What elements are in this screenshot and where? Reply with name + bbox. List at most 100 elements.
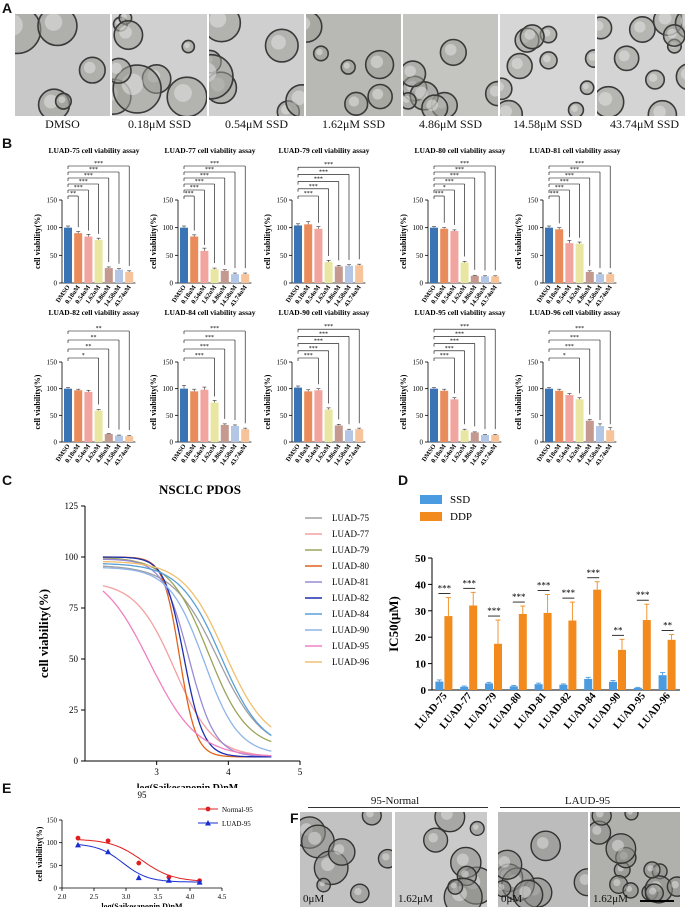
sig-label: ***: [205, 167, 214, 173]
sig-label: **: [663, 621, 673, 631]
sig-label: ***: [487, 606, 501, 616]
data-point: [196, 879, 203, 885]
bar-ddp: [543, 612, 552, 690]
bar: [180, 388, 188, 442]
bar: [64, 388, 72, 442]
sig-label: ***: [200, 173, 209, 179]
data-point: [75, 835, 81, 841]
bar: [440, 228, 449, 283]
sig-label: ***: [79, 179, 88, 185]
y-axis-label: cell viability(%): [35, 826, 44, 881]
organoid-highlight: [598, 92, 613, 106]
chart-title: LUAD-90 cell viability assay: [278, 308, 369, 317]
bar: [220, 270, 229, 283]
legend-label: LUAD-90: [332, 625, 369, 635]
organoid-highlight: [58, 96, 66, 104]
y-axis-label: cell viability(%): [33, 214, 42, 269]
y-axis-label: cell viability(%): [263, 374, 272, 429]
bar-ssd: [534, 684, 543, 690]
bar-ssd: [658, 675, 667, 690]
bar: [585, 271, 594, 283]
bar-ddp: [494, 643, 502, 690]
micrograph-drawing: [597, 14, 685, 116]
sig-label: ***: [575, 326, 584, 332]
bar: [241, 274, 250, 283]
sig-label: *: [82, 353, 85, 359]
sig-label: ***: [555, 185, 564, 191]
sig-label: ***: [560, 179, 569, 185]
sig-label: ***: [185, 191, 194, 197]
bar: [440, 390, 449, 442]
organoid-highlight: [428, 832, 439, 843]
sig-label: ***: [512, 592, 526, 602]
bar: [84, 391, 93, 442]
fit-curve: [77, 844, 200, 883]
bar: [125, 436, 134, 442]
sig-label: ***: [537, 580, 551, 590]
bar-ddp: [469, 605, 478, 690]
bar-ddp: [618, 649, 626, 690]
organoid-highlight: [519, 886, 531, 898]
bar: [575, 399, 584, 442]
bar: [104, 434, 113, 442]
bar: [565, 395, 574, 442]
sig-label: ***: [438, 584, 452, 594]
bar-ssd: [633, 687, 642, 690]
y-tick-label: 100: [163, 224, 174, 232]
y-tick-label: 100: [47, 839, 58, 847]
bar: [64, 227, 72, 283]
sig-label: ***: [570, 335, 579, 341]
y-tick-label: 150: [528, 197, 539, 205]
organoid-highlight: [596, 812, 604, 818]
organoid-highlight: [404, 65, 416, 77]
data-point: [165, 877, 172, 883]
bar: [555, 229, 564, 283]
panel-d-ic50-chart: 01020304050IC50(μM)SSDDDP***LUAD-75***LU…: [386, 494, 680, 731]
legend-label: LUAD-95: [332, 641, 369, 651]
legend-marker: [205, 820, 211, 826]
sig-label: **: [85, 344, 91, 350]
organoid-highlight: [647, 865, 654, 872]
organoid-highlight: [579, 874, 588, 885]
legend-label: LUAD-75: [332, 513, 369, 523]
organoid-highlight: [354, 887, 362, 896]
y-tick-label: 100: [277, 385, 288, 393]
chart-title: 95: [138, 790, 148, 800]
bar-chart-luad79: LUAD-79 cell viability assay 0 50 100 150 cel…: [263, 146, 370, 308]
micrograph-label-3: 0.54μM SSD: [224, 117, 289, 131]
legend-marker: [205, 806, 211, 812]
micrograph-7: [597, 14, 685, 116]
sig-label: ***: [462, 578, 476, 588]
sig-label: ***: [586, 568, 600, 578]
organoid: [306, 14, 323, 43]
legend-label: LUAD-80: [332, 561, 369, 571]
bar-chart-luad90: LUAD-90 cell viability assay 0 50 100 150 cel…: [263, 308, 370, 467]
y-tick-label: 125: [65, 501, 79, 511]
data-point: [135, 874, 142, 881]
y-tick-label: 50: [50, 252, 58, 260]
x-axis-label: log(Saikosaponin D)nM: [137, 783, 239, 788]
organoid-highlight: [582, 83, 589, 90]
chart-title: LUAD-77 cell viability assay: [164, 146, 255, 155]
group-label-laud: LAUD-95: [564, 795, 611, 807]
panel-c-dose-response: NSCLC PDOS 0 25 50 75 100 125 3 4 5 cell viability…: [36, 482, 369, 788]
bar: [190, 236, 199, 283]
legend-label: Normal-95: [222, 806, 253, 814]
organoid-highlight: [415, 86, 428, 100]
y-tick-label: 100: [413, 224, 424, 232]
bar: [470, 432, 479, 442]
sig-label: ***: [74, 185, 83, 191]
organoid-highlight: [83, 61, 96, 74]
bar-ddp: [444, 616, 453, 690]
sig-label: *: [443, 185, 446, 191]
sig-label: ***: [309, 184, 318, 190]
bar-chart-luad80: LUAD-80 cell viability assay 0 50 100 150 cel…: [399, 146, 506, 308]
y-tick-label: 50: [416, 252, 424, 260]
y-tick-label: 100: [163, 385, 174, 393]
legend-label: LUAD-79: [332, 545, 369, 555]
organoid-highlight: [44, 14, 63, 31]
f-micrograph-2: 1.62μM: [395, 812, 487, 907]
y-tick-label: 0: [284, 280, 288, 288]
legend-label: DDP: [450, 511, 472, 523]
x-tick-label: 4.5: [218, 893, 227, 901]
